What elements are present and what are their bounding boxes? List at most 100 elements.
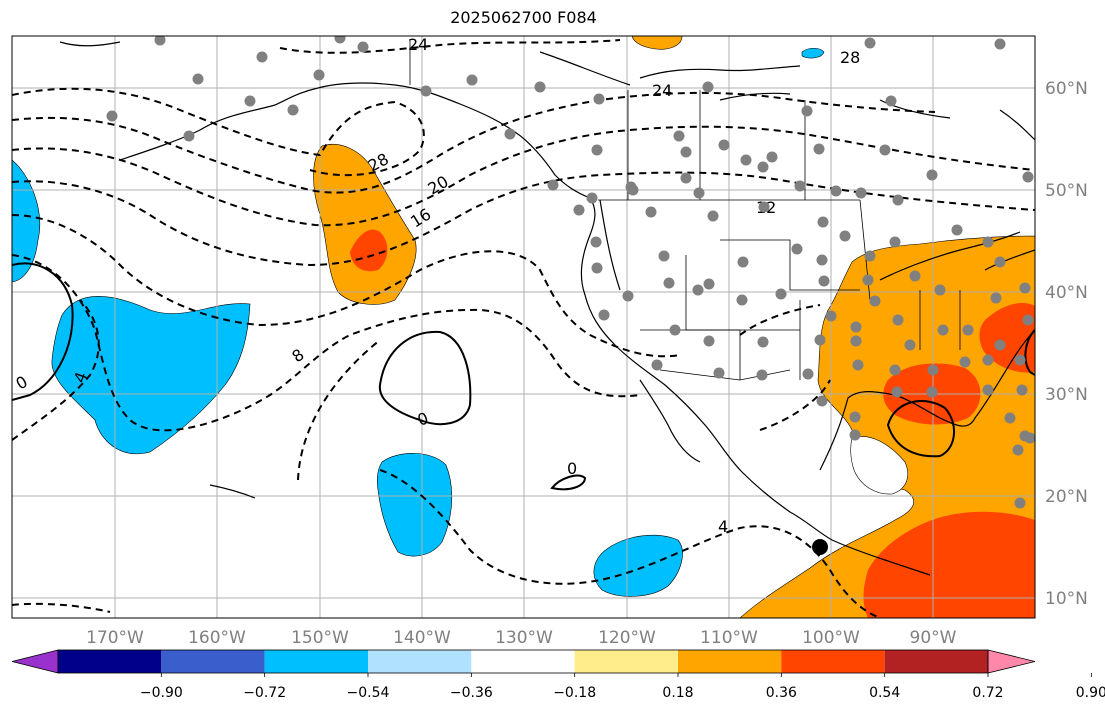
latitude-tick-label: 60°N xyxy=(1045,79,1088,99)
station-marker xyxy=(334,36,346,44)
station-marker xyxy=(702,81,714,93)
positive-anomaly-region xyxy=(350,229,388,272)
station-marker xyxy=(994,38,1006,50)
longitude-tick-label: 110°W xyxy=(700,628,758,648)
station-marker xyxy=(420,85,432,97)
station-marker xyxy=(658,250,670,262)
station-marker xyxy=(892,314,904,326)
station-marker xyxy=(669,324,681,336)
colorbar-segment xyxy=(574,650,678,673)
latitude-axis: 60°N 50°N 40°N 30°N 20°N 10°N xyxy=(1045,79,1088,609)
station-marker xyxy=(256,51,268,63)
colorbar-outline xyxy=(57,649,989,674)
station-markers xyxy=(106,36,1035,509)
highlight-station-marker xyxy=(812,539,828,555)
colorbar-segment xyxy=(264,650,368,673)
station-marker xyxy=(573,204,585,216)
station-marker xyxy=(849,429,861,441)
colorbar-tick-label: 0.36 xyxy=(766,685,797,701)
station-marker xyxy=(707,210,719,222)
station-marker xyxy=(839,230,851,242)
coastlines xyxy=(59,41,1035,576)
colorbar-segment xyxy=(58,650,162,673)
colorbar-segment xyxy=(161,650,265,673)
neutral-anomaly-hole xyxy=(850,436,909,495)
station-marker xyxy=(1014,354,1026,366)
station-marker xyxy=(937,324,949,336)
station-marker xyxy=(1019,282,1031,294)
contour-label: 20 xyxy=(425,172,452,199)
contour-label: 4 xyxy=(718,517,728,536)
contour-label: 0 xyxy=(13,372,31,394)
station-marker xyxy=(757,161,769,173)
station-marker xyxy=(825,310,837,322)
station-marker xyxy=(593,93,605,105)
map-frame xyxy=(11,35,1036,619)
station-marker xyxy=(849,411,861,423)
contour-label: 16 xyxy=(407,204,434,231)
longitude-tick-label: 120°W xyxy=(598,628,656,648)
longitude-tick-label: 100°W xyxy=(802,628,860,648)
station-marker xyxy=(622,290,634,302)
station-marker xyxy=(951,224,963,236)
colorbar-extend-high xyxy=(987,649,1036,674)
station-marker xyxy=(879,144,891,156)
station-marker xyxy=(680,146,692,158)
station-marker xyxy=(651,359,663,371)
negative-anomaly-region xyxy=(801,47,825,59)
station-marker xyxy=(1014,497,1026,509)
station-marker xyxy=(850,335,862,347)
station-marker xyxy=(1024,432,1035,444)
station-marker xyxy=(1022,171,1034,183)
station-marker xyxy=(794,180,806,192)
station-marker xyxy=(864,250,876,262)
latitude-tick-label: 20°N xyxy=(1045,487,1088,507)
station-marker xyxy=(926,386,938,398)
station-marker xyxy=(673,130,685,142)
latitude-tick-label: 10°N xyxy=(1045,589,1088,609)
station-marker xyxy=(926,169,938,181)
station-marker xyxy=(909,270,921,282)
station-marker xyxy=(802,368,814,380)
colorbar-segment xyxy=(781,650,885,673)
map-title: 2025062700 F084 xyxy=(450,8,597,27)
station-marker xyxy=(183,130,195,142)
station-marker xyxy=(586,192,598,204)
station-marker xyxy=(959,356,971,368)
station-marker xyxy=(357,41,369,53)
colorbar-tick-label: −0.54 xyxy=(347,685,390,701)
station-marker xyxy=(547,179,559,191)
station-marker xyxy=(1016,384,1028,396)
contour-label: 0 xyxy=(567,459,577,478)
station-marker xyxy=(740,154,752,166)
station-marker xyxy=(889,364,901,376)
station-marker xyxy=(504,128,516,140)
station-marker xyxy=(982,236,994,248)
station-marker xyxy=(862,274,874,286)
contour-lines xyxy=(12,39,1035,618)
station-marker xyxy=(904,339,916,351)
longitude-axis: 170°W 160°W 150°W 140°W 130°W 120°W 110°W 100°W… xyxy=(86,628,957,648)
station-marker xyxy=(1004,412,1016,424)
station-marker xyxy=(889,236,901,248)
station-marker xyxy=(1022,314,1034,326)
station-marker xyxy=(855,187,867,199)
station-marker xyxy=(590,236,602,248)
station-marker xyxy=(830,185,842,197)
contour-label: 0 xyxy=(415,408,431,429)
positive-anomaly-region xyxy=(631,36,683,50)
station-marker xyxy=(313,69,325,81)
station-marker xyxy=(692,284,704,296)
station-marker xyxy=(994,339,1006,351)
colorbar-segment xyxy=(471,650,575,673)
station-marker xyxy=(192,73,204,85)
anomaly-fill-areas xyxy=(12,36,1035,618)
colorbar-tick-label: 0.18 xyxy=(662,685,693,701)
station-marker xyxy=(591,262,603,274)
station-marker xyxy=(818,275,830,287)
longitude-tick-label: 90°W xyxy=(910,628,957,648)
latitude-tick-label: 40°N xyxy=(1045,283,1088,303)
station-marker xyxy=(766,151,778,163)
station-marker xyxy=(801,105,813,117)
longitude-tick-label: 140°W xyxy=(393,628,451,648)
